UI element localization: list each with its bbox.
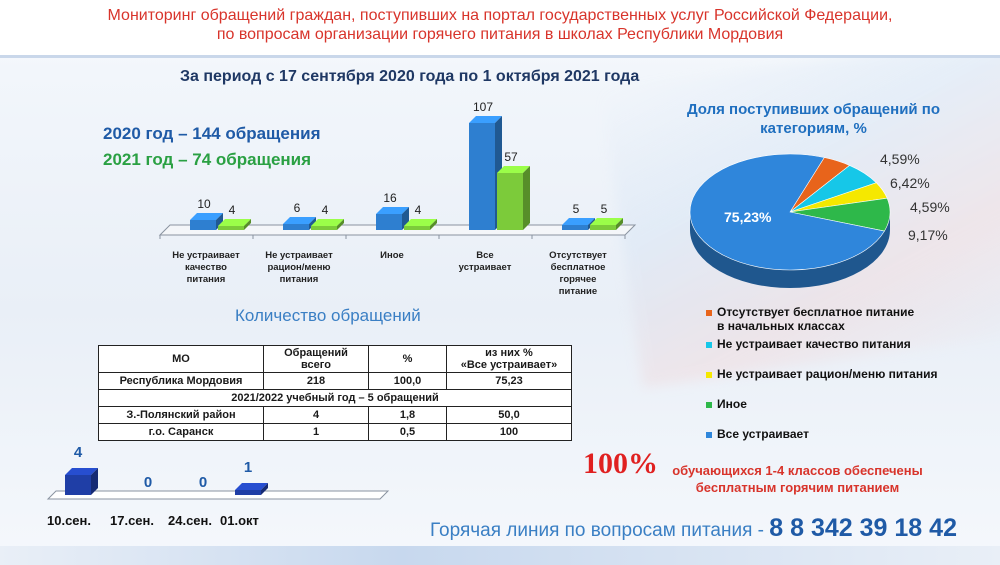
category-label: Отсутствует <box>549 250 607 261</box>
legend-item: Не устраивает качество питания <box>706 337 911 351</box>
pie-side <box>690 212 890 288</box>
table-header: Обращений всего <box>263 345 369 373</box>
weekly-bar-chart: 4 10.сен. 0 17.сен. 0 24.сен. 1 01.окт <box>46 444 390 528</box>
week-date-label: 24.сен. <box>168 513 212 528</box>
pie-value-label: 4,59% <box>880 151 920 167</box>
data-label: 5 <box>601 202 608 216</box>
legend-swatch <box>706 401 712 408</box>
category-label: Иное <box>380 250 404 261</box>
table-section-row: 2021/2022 учебный год – 5 обращений <box>98 389 572 407</box>
category-label: горячее <box>560 274 597 285</box>
hotline: Горячая линия по вопросам питания - 8 8 … <box>430 514 957 543</box>
year-2020-total: 2020 год – 144 обращения <box>103 124 321 143</box>
week-date-label: 17.сен. <box>110 513 154 528</box>
bar <box>376 207 409 230</box>
data-label: 6 <box>294 201 301 215</box>
bar <box>311 219 344 230</box>
legend-swatch <box>706 371 712 378</box>
category-label: Не устраивает <box>172 250 240 261</box>
table-header: из них % «Все устраивает» <box>446 345 572 373</box>
data-label: 5 <box>573 202 580 216</box>
table-header: % <box>368 345 447 373</box>
legend-item: Отсутствует бесплатное питание в начальны… <box>706 305 914 333</box>
hotline-label: Горячая линия по вопросам питания - <box>430 520 765 541</box>
week-floor <box>46 490 390 500</box>
legend-swatch <box>706 341 712 348</box>
pie-value-label: 9,17% <box>908 227 948 243</box>
data-label: 57 <box>504 150 518 164</box>
pie-value-label: 6,42% <box>890 175 930 191</box>
bar <box>218 219 251 230</box>
data-label: 107 <box>473 100 493 114</box>
hotline-number[interactable]: 8 8 342 39 18 42 <box>769 514 957 542</box>
table-row: З.-Полянский район 4 1,8 50,0 <box>98 406 572 424</box>
pie-slice <box>689 153 885 271</box>
legend-label: Не устраивает качество питания <box>717 337 911 351</box>
pie-value-label: 75,23% <box>724 209 772 225</box>
table-header: МО <box>98 345 264 373</box>
week-value-label: 4 <box>74 444 83 461</box>
data-label: 16 <box>383 191 397 205</box>
week-bar <box>235 483 268 495</box>
category-label: рацион/меню <box>267 262 330 273</box>
category-label: бесплатное <box>551 262 606 273</box>
category-pie-chart: 4,59% 6,42% 4,59% 9,17% 75,23% <box>689 151 950 288</box>
bar <box>190 213 223 230</box>
week-value-label: 0 <box>144 474 152 491</box>
year-2021-total: 2021 год – 74 обращения <box>103 150 312 169</box>
week-bar <box>65 468 98 495</box>
legend-item: Иное <box>706 397 747 411</box>
data-label: 4 <box>322 203 329 217</box>
percent-highlight: 100% <box>583 447 658 480</box>
category-label: Не устраивает <box>265 250 333 261</box>
pie-value-label: 4,59% <box>910 199 950 215</box>
municipality-table: МО Обращений всего % из них % «Все устраив… <box>98 345 572 441</box>
legend-label: Иное <box>717 397 747 411</box>
bar <box>497 166 530 230</box>
header-line-1: Мониторинг обращений граждан, поступивши… <box>107 7 893 24</box>
table-row: г.о. Саранск 1 0,5 100 <box>98 423 572 441</box>
count-table-title: Количество обращений <box>235 306 421 325</box>
header: Мониторинг обращений граждан, поступивши… <box>0 0 1000 58</box>
category-label: питания <box>280 274 319 285</box>
legend-swatch <box>706 431 712 438</box>
table-header-row: МО Обращений всего % из них % «Все устраив… <box>98 345 572 373</box>
category-label: устраивает <box>459 262 512 273</box>
week-value-label: 0 <box>199 474 207 491</box>
legend-item: Не устраивает рацион/меню питания <box>706 367 937 381</box>
table-row: Республика Мордовия 218 100,0 75,23 <box>98 372 572 390</box>
week-date-label: 10.сен. <box>47 513 91 528</box>
bar <box>283 217 316 230</box>
header-line-2: по вопросам организации горячего питания… <box>216 26 784 43</box>
week-date-label: 01.окт <box>220 513 259 528</box>
legend-label: Не устраивает рацион/меню питания <box>717 367 938 381</box>
bar <box>404 219 437 230</box>
legend-label: Все устраивает <box>717 427 809 441</box>
period-title: За период с 17 сентября 2020 года по 1 о… <box>180 68 640 85</box>
category-label: качество <box>185 262 227 273</box>
legend-item: Все устраивает <box>706 427 809 441</box>
data-label: 10 <box>197 197 211 211</box>
legend-swatch <box>706 309 712 316</box>
bar <box>590 218 623 230</box>
category-label: питания <box>187 274 226 285</box>
free-meals-text: обучающихся 1-4 классов обеспечены беспла… <box>672 463 923 495</box>
data-label: 4 <box>415 203 422 217</box>
legend-label: Отсутствует бесплатное питание в начальны… <box>717 305 915 333</box>
week-value-label: 1 <box>244 459 252 476</box>
pie-chart-title: Доля поступивших обращений по категориям… <box>686 101 941 137</box>
data-label: 4 <box>229 203 236 217</box>
category-label: питание <box>559 286 597 297</box>
bottom-bar <box>0 546 1000 565</box>
category-label: Все <box>476 250 493 261</box>
